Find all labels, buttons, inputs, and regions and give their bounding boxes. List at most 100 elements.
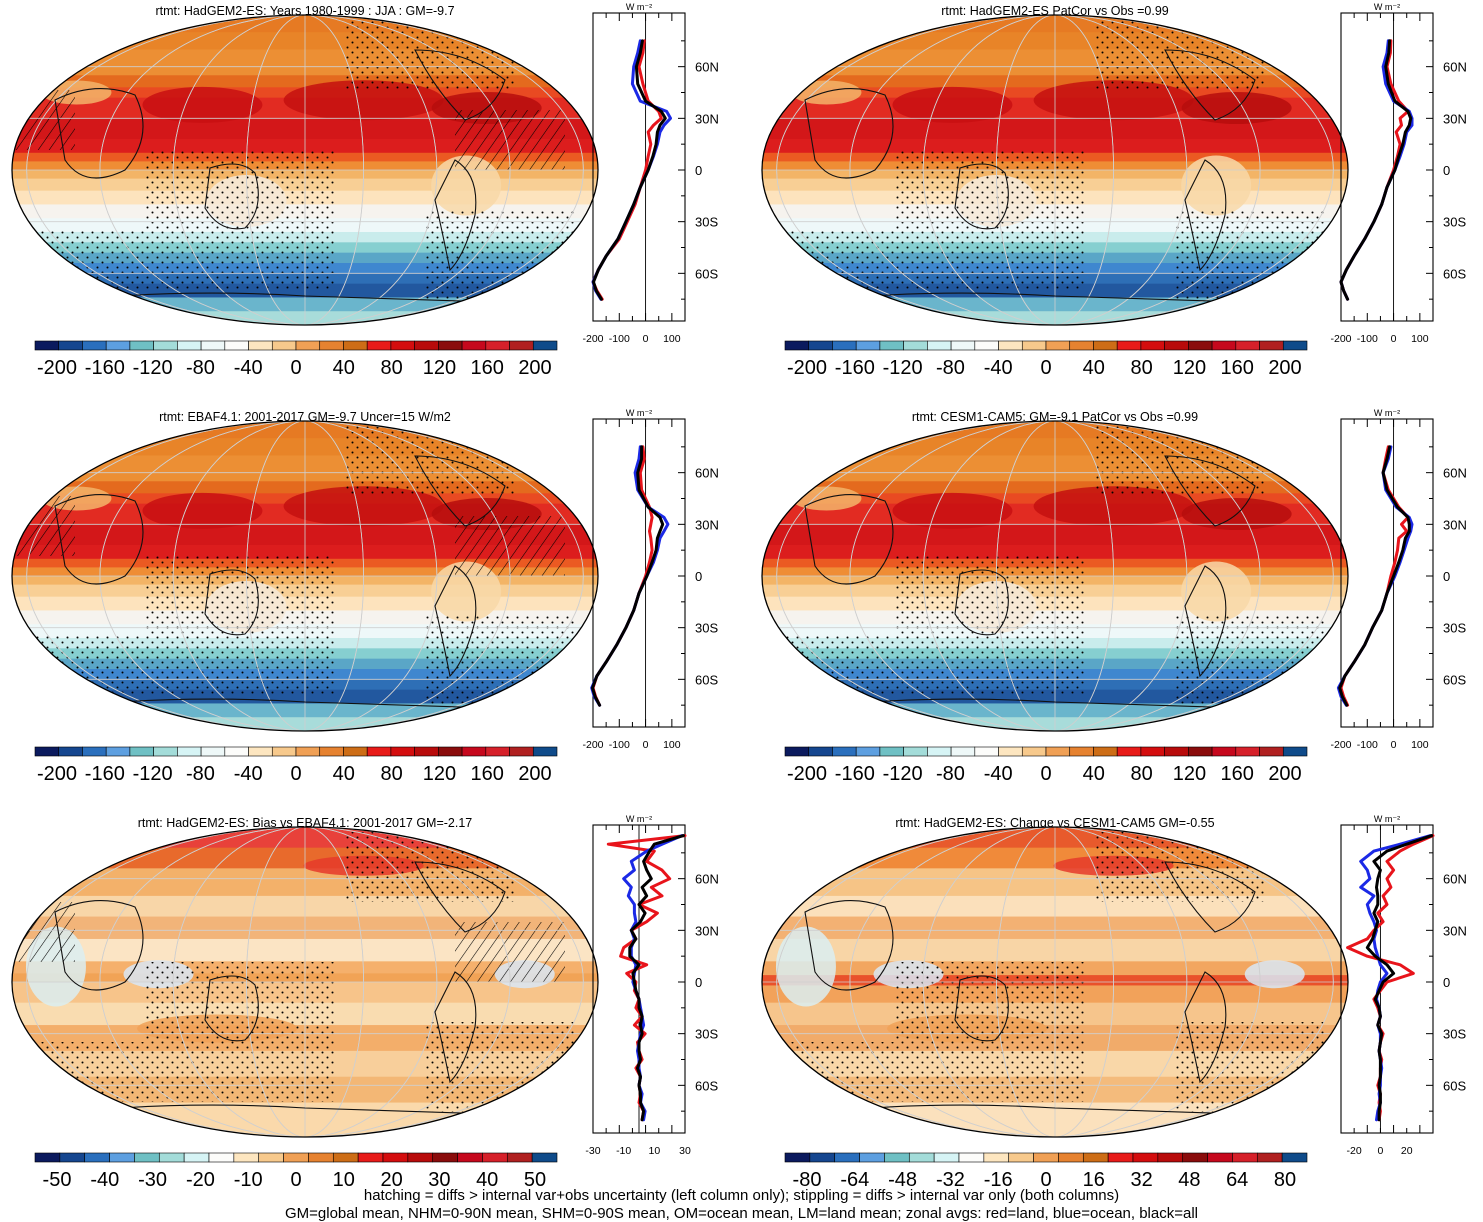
colorbar-swatch (834, 1152, 860, 1163)
zonal-profile: W m⁻² 60N 30N 0 30S 60S -20 0 20 (1340, 814, 1467, 1157)
profile-x-tick: -100 (1357, 739, 1378, 751)
map-border (761, 14, 1349, 326)
colorbar-swatch (927, 746, 952, 757)
colorbar-label: 120 (423, 357, 456, 379)
colorbar-swatch (343, 746, 368, 757)
colorbar-label: -40 (984, 357, 1013, 379)
colorbar: -200 -160 -120 -80 -40 0 40 80 120 160 200 (34, 746, 558, 785)
colorbar-swatch (1116, 746, 1142, 757)
colorbar-swatch (1235, 340, 1260, 351)
profile-frame (1340, 824, 1434, 1134)
profile-frame (1340, 12, 1434, 322)
colorbar-swatch (998, 340, 1023, 351)
colorbar: -200 -160 -120 -80 -40 0 40 80 120 160 200 (784, 746, 1308, 785)
colorbar-swatch (183, 1152, 210, 1163)
colorbar-swatch (366, 340, 392, 351)
lat-label: 0 (695, 569, 702, 584)
profile-unit: W m⁻² (626, 408, 652, 418)
profile-frame (592, 418, 686, 728)
lat-label: 30N (1443, 923, 1467, 938)
colorbar-swatch (903, 746, 928, 757)
colorbar-swatch (855, 340, 881, 351)
lat-label: 30S (695, 621, 718, 636)
colorbar-swatch (808, 746, 833, 757)
colorbar-swatch (974, 340, 999, 351)
profile-x-tick: 100 (1411, 739, 1429, 751)
coastline (954, 569, 1009, 636)
colorbar-label: 80 (380, 357, 402, 379)
colorbar-label: -64 (840, 1169, 869, 1191)
colorbar-swatch (407, 1152, 434, 1163)
colorbar-swatch (200, 340, 226, 351)
profile-x-tick: -200 (582, 739, 603, 751)
stippling (145, 556, 335, 696)
colorbar-swatch (295, 746, 321, 757)
zonal-profile: W m⁻² 60N 30N 0 30S 60S -30 -10 10 30 (585, 814, 718, 1157)
colorbar-swatch (109, 1152, 135, 1163)
colorbar-swatch (532, 746, 558, 757)
colorbar-swatch (983, 1152, 1010, 1163)
lat-label: 30N (695, 111, 719, 126)
zonal-profile: W m⁻² 60N 30N 0 30S 60S -200 -100 0 100 (582, 408, 718, 751)
map-field (12, 421, 598, 731)
colorbar-swatch (1116, 340, 1142, 351)
colorbar-swatch (1282, 340, 1308, 351)
colorbar-label: -40 (90, 1169, 119, 1191)
colorbar-swatch (1259, 746, 1284, 757)
colorbar-swatch (1164, 746, 1189, 757)
profile-x-tick: 30 (679, 1145, 691, 1157)
colorbar-label: -20 (186, 1169, 215, 1191)
colorbar-label: -160 (835, 763, 875, 785)
colorbar-label: -160 (835, 357, 875, 379)
colorbar-swatch (482, 1152, 508, 1163)
colorbar-label: 80 (1130, 357, 1152, 379)
colorbar-label: 80 (1130, 763, 1152, 785)
colorbar-swatch (390, 746, 415, 757)
colorbar-swatch (414, 746, 439, 757)
lat-label: 60S (695, 672, 718, 687)
lat-label: 60N (695, 466, 719, 481)
colorbar-label: -80 (793, 1169, 822, 1191)
lat-label: 60N (695, 872, 719, 887)
colorbar-label: -16 (984, 1169, 1013, 1191)
colorbar-label: -40 (234, 357, 263, 379)
colorbar-swatch (366, 746, 392, 757)
lat-label: 0 (1443, 163, 1450, 178)
colorbar-label: 30 (428, 1169, 450, 1191)
colorbar-label: 160 (1221, 763, 1254, 785)
colorbar-swatch (224, 340, 249, 351)
colorbar-swatch (82, 340, 107, 351)
colorbar-label: 40 (476, 1169, 498, 1191)
colorbar-swatch (958, 1152, 985, 1163)
colorbar-swatch (1232, 1152, 1258, 1163)
colorbar: -200 -160 -120 -80 -40 0 40 80 120 160 200 (34, 340, 558, 379)
lat-label: 60N (1443, 466, 1467, 481)
colorbar-label: -40 (234, 763, 263, 785)
colorbar-swatch (248, 340, 273, 351)
colorbar-swatch (908, 1152, 935, 1163)
colorbar-swatch (233, 1152, 260, 1163)
colorbar-swatch (208, 1152, 235, 1163)
colorbar-swatch (1033, 1152, 1059, 1163)
coastline (204, 163, 259, 230)
panel-title: rtmt: EBAF4.1: 2001-2017 GM=-9.7 Uncer=1… (159, 410, 451, 424)
colorbar-label: -40 (984, 763, 1013, 785)
map-field (762, 15, 1348, 325)
lat-label: 60N (695, 60, 719, 75)
colorbar-label: 160 (471, 357, 504, 379)
colorbar-swatch (998, 746, 1023, 757)
zonal-profile: W m⁻² 60N 30N 0 30S 60S -200 -100 0 100 (1330, 408, 1466, 751)
colorbar-swatch (855, 746, 881, 757)
colorbar-label: 200 (1268, 763, 1301, 785)
colorbar-swatch (509, 746, 534, 757)
colorbar-swatch (1107, 1152, 1134, 1163)
colorbar-swatch (258, 1152, 284, 1163)
colorbar-swatch (382, 1152, 409, 1163)
colorbar-label: -50 (43, 1169, 72, 1191)
colorbar-label: 160 (1221, 357, 1254, 379)
lat-label: 0 (1443, 975, 1450, 990)
profile-frame (1340, 418, 1434, 728)
colorbar-swatch (884, 1152, 910, 1163)
colorbar-swatch (784, 746, 810, 757)
profile-x-tick: 0 (643, 333, 649, 345)
